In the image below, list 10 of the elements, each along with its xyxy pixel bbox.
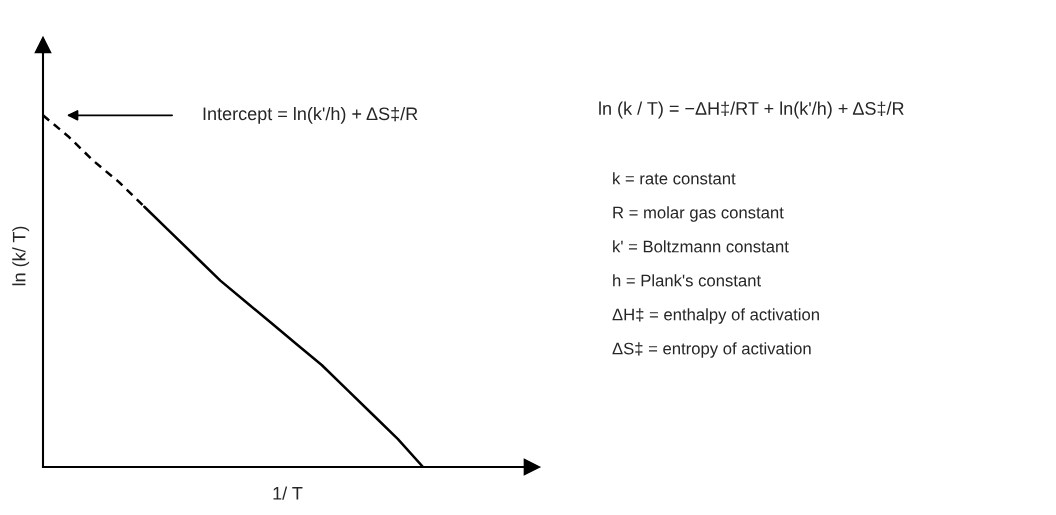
text: R = molar gas constant bbox=[613, 206, 784, 222]
y-axis-title: ln (k/ T) bbox=[12, 226, 30, 286]
text: ΔH‡ = enthalpy of activation bbox=[612, 308, 819, 324]
x-axis-title: 1/ T bbox=[273, 486, 303, 500]
text: k' = Boltzmann constant bbox=[613, 240, 789, 253]
annotation: Intercept = ln(k'/h) + ΔS‡/R bbox=[203, 106, 418, 124]
text: ΔS‡ = entropy of activation bbox=[612, 342, 811, 358]
text: h = Plank's constant bbox=[613, 274, 761, 287]
text: ln (k / T) = −ΔH‡/RT + ln(k'/h) + ΔS‡/R bbox=[599, 101, 904, 119]
text: k = rate constant bbox=[613, 172, 736, 185]
